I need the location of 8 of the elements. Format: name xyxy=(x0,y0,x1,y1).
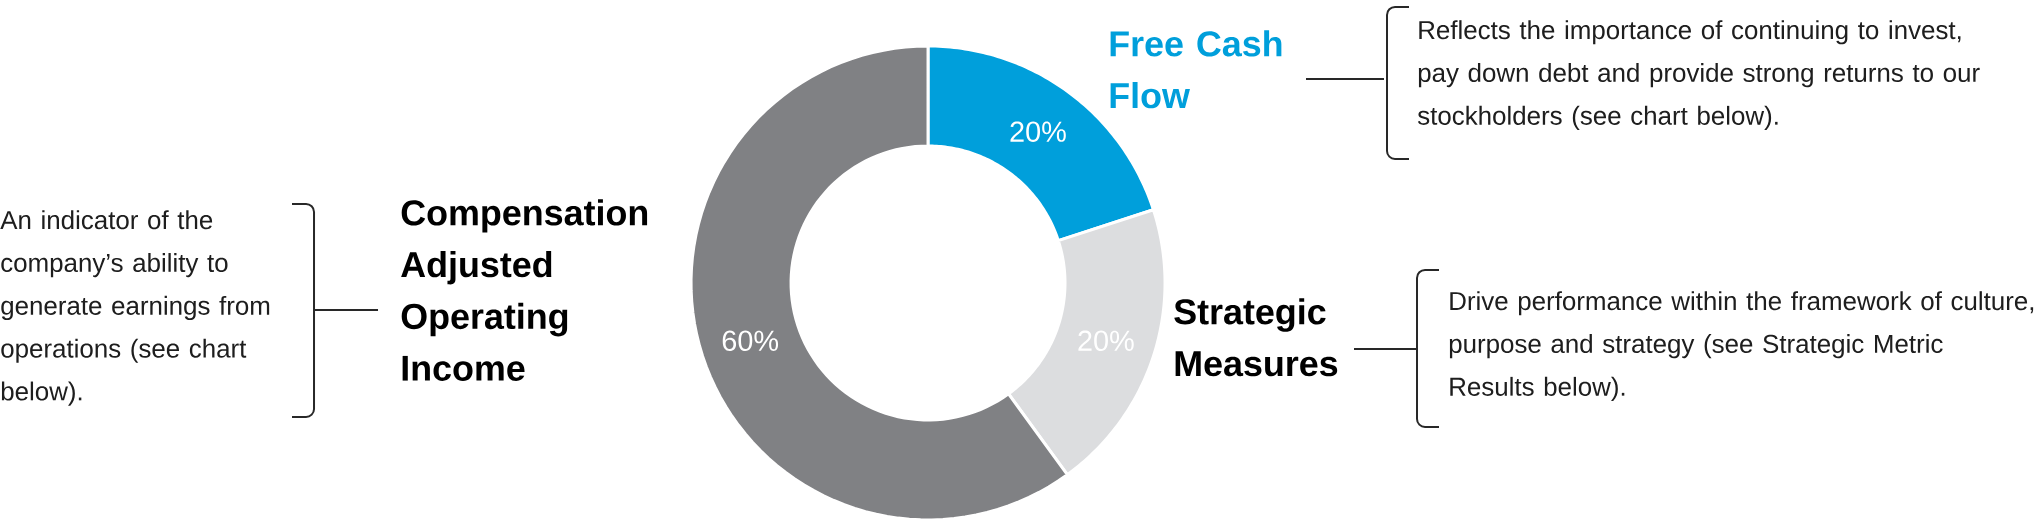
slice-label: Free Cash Flow xyxy=(1110,30,1282,109)
data-label: 60% xyxy=(722,330,779,351)
data-label: 20% xyxy=(1010,121,1066,142)
slice-label: Compensation Adjusted Operating Income xyxy=(401,199,648,381)
slice-label: Strategic Measures xyxy=(1174,298,1338,377)
text: An indicator of the company’s ability to generate earnings from operations (see chart below). xyxy=(0,210,270,406)
text: Drive performance within the framework of culture, purpose and strategy (see Strategic Metric Results below). xyxy=(1449,291,2034,401)
text: Reflects the importance of continuing to invest, pay down debt and provide strong returns to our stockholders (see chart below). xyxy=(1417,20,1980,130)
